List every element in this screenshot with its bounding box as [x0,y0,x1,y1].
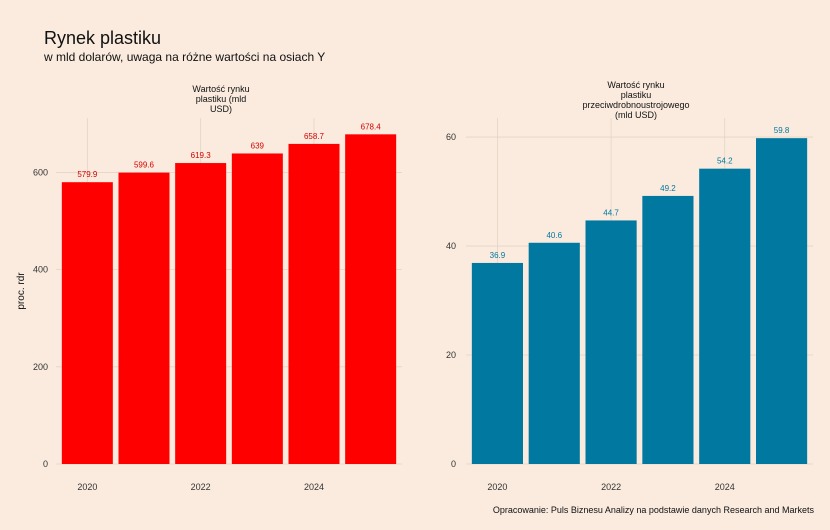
bar [61,182,113,465]
panel-title-line: plastiku (mld [196,94,247,104]
panel-title-line: USD) [210,104,232,114]
panel-title-line: Wartość rynku [607,80,664,90]
bar [585,220,637,464]
x-tick-label: 2022 [601,482,621,492]
chart-title: Rynek plastiku [44,28,162,48]
panel-title-line: plastiku [621,90,652,100]
x-tick-label: 2020 [487,482,507,492]
bar [642,195,694,465]
y-tick-label: 200 [33,362,48,372]
x-tick-label: 2024 [304,482,324,492]
bar [756,138,808,464]
bar-value-label: 599.6 [134,161,155,170]
bar [118,172,170,465]
bar-value-label: 619.3 [191,151,212,160]
bar-value-label: 658.7 [304,132,325,141]
y-tick-label: 600 [33,167,48,177]
panel-title-line: przeciwdrobnoustrojowego [582,100,689,110]
y-tick-label: 40 [446,241,456,251]
bar-value-label: 36.9 [490,251,506,260]
x-tick-label: 2022 [191,482,211,492]
y-tick-label: 0 [451,459,456,469]
bar [175,163,227,464]
y-tick-label: 60 [446,132,456,142]
bar [699,168,751,464]
bar [288,143,340,464]
y-tick-label: 20 [446,350,456,360]
chart-subtitle: w mld dolarów, uwaga na różne wartości n… [44,50,326,64]
bar-value-label: 59.8 [774,126,790,135]
bar-value-label: 40.6 [546,231,562,240]
y-axis-label: proc. rdr [16,272,27,310]
bar-value-label: 678.4 [361,122,382,131]
x-tick-label: 2020 [77,482,97,492]
bar [345,134,397,464]
bar-value-label: 54.2 [717,157,733,166]
x-tick-label: 2024 [715,482,735,492]
bar-value-label: 579.9 [77,170,98,179]
bar-value-label: 639 [251,141,265,150]
bar [471,262,523,464]
bar [231,153,283,464]
bar [528,242,580,464]
bar-value-label: 44.7 [603,208,619,217]
y-tick-label: 0 [43,459,48,469]
y-tick-label: 400 [33,265,48,275]
panel-title-line: (mld USD) [615,110,657,120]
panel-title-line: Wartość rynku [192,84,249,94]
bar-value-label: 49.2 [660,184,676,193]
source-caption: Opracowanie: Puls Biznesu Analizy na pod… [492,505,814,515]
